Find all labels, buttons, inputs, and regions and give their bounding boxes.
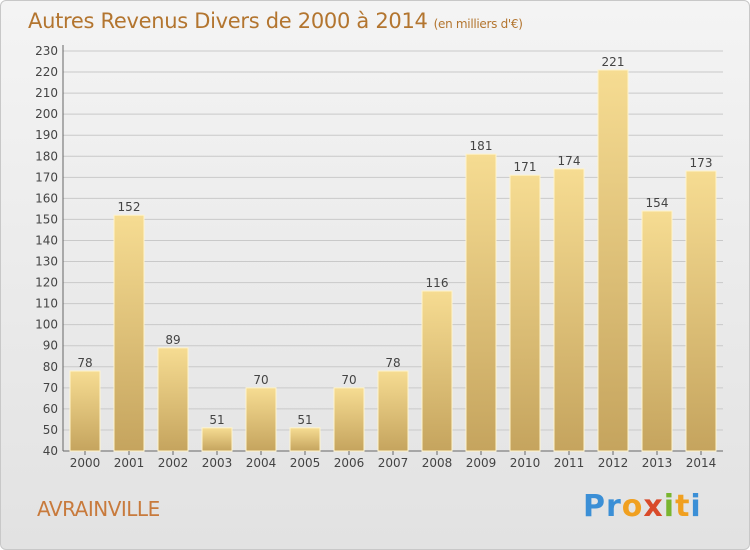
- data-label-2006: 70: [341, 373, 356, 387]
- y-tick-label: 80: [43, 360, 58, 374]
- data-label-2004: 70: [253, 373, 268, 387]
- data-label-2012: 221: [602, 55, 625, 69]
- y-tick-label: 220: [35, 65, 58, 79]
- bar-2006: [333, 387, 365, 452]
- y-tick-label: 200: [35, 107, 58, 121]
- x-tick-label-2005: 2005: [290, 456, 321, 470]
- y-tick-label: 190: [35, 128, 58, 142]
- logo-letter: r: [606, 489, 622, 524]
- bar-2000: [69, 370, 101, 452]
- x-tick-label-2008: 2008: [422, 456, 453, 470]
- y-tick-label: 100: [35, 318, 58, 332]
- x-tick-label-2007: 2007: [378, 456, 409, 470]
- bar-2010: [509, 174, 541, 452]
- data-label-2014: 173: [690, 156, 713, 170]
- data-label-2003: 51: [209, 413, 224, 427]
- chart-title-text: Autres Revenus Divers de 2000 à 2014: [28, 9, 428, 33]
- x-tick-label-2011: 2011: [554, 456, 585, 470]
- bar-2008: [421, 290, 453, 452]
- y-tick-label: 210: [35, 86, 58, 100]
- chart-subtitle: (en milliers d'€): [433, 17, 523, 31]
- data-label-2008: 116: [426, 276, 449, 290]
- y-tick-label: 110: [35, 297, 58, 311]
- x-tick-label-2004: 2004: [246, 456, 277, 470]
- logo-letter: x: [643, 489, 664, 524]
- bar-2007: [377, 370, 409, 452]
- x-tick-label-2006: 2006: [334, 456, 365, 470]
- bar-2014: [685, 170, 717, 452]
- x-tick-label-2000: 2000: [70, 456, 101, 470]
- y-tick-label: 230: [35, 44, 58, 58]
- data-label-2013: 154: [646, 196, 669, 210]
- data-label-2002: 89: [165, 333, 180, 347]
- logo-letter: P: [583, 489, 606, 524]
- data-label-2005: 51: [297, 413, 312, 427]
- bar-2005: [289, 427, 321, 452]
- y-tick-label: 60: [43, 402, 58, 416]
- x-tick-label-2003: 2003: [202, 456, 233, 470]
- data-label-2007: 78: [385, 356, 400, 370]
- x-tick-label-2014: 2014: [686, 456, 717, 470]
- bar-2003: [201, 427, 233, 452]
- y-tick-label: 160: [35, 191, 58, 205]
- x-tick-label-2012: 2012: [598, 456, 629, 470]
- y-tick-label: 180: [35, 149, 58, 163]
- y-tick-label: 70: [43, 381, 58, 395]
- y-tick-label: 90: [43, 339, 58, 353]
- y-tick-label: 140: [35, 233, 58, 247]
- data-label-2010: 171: [514, 160, 537, 174]
- x-tick-label-2009: 2009: [466, 456, 497, 470]
- y-tick-label: 170: [35, 170, 58, 184]
- y-tick-label: 150: [35, 212, 58, 226]
- bar-2013: [641, 210, 673, 452]
- bar-2001: [113, 214, 145, 452]
- bar-2002: [157, 347, 189, 452]
- chart-title: Autres Revenus Divers de 2000 à 2014 (en …: [28, 9, 523, 33]
- bar-2009: [465, 153, 497, 452]
- bar-2012: [597, 69, 629, 452]
- y-tick-label: 130: [35, 255, 58, 269]
- x-tick-label-2001: 2001: [114, 456, 145, 470]
- bar-2004: [245, 387, 277, 452]
- data-label-2011: 174: [558, 154, 581, 168]
- logo-letter: i: [690, 489, 702, 524]
- bar-2011: [553, 168, 585, 452]
- logo-letter: o: [621, 489, 644, 524]
- commune-name: AVRAINVILLE: [37, 497, 160, 521]
- y-tick-label: 40: [43, 444, 58, 458]
- logo-letter: t: [675, 489, 691, 524]
- x-tick-label-2010: 2010: [510, 456, 541, 470]
- data-label-2009: 181: [470, 139, 493, 153]
- proxiti-logo: Proxiti: [583, 489, 702, 524]
- x-tick-label-2002: 2002: [158, 456, 189, 470]
- data-label-2001: 152: [118, 200, 141, 214]
- y-tick-label: 120: [35, 276, 58, 290]
- logo-letter: i: [663, 489, 676, 524]
- data-label-2000: 78: [77, 356, 92, 370]
- y-tick-label: 50: [43, 423, 58, 437]
- x-tick-label-2013: 2013: [642, 456, 673, 470]
